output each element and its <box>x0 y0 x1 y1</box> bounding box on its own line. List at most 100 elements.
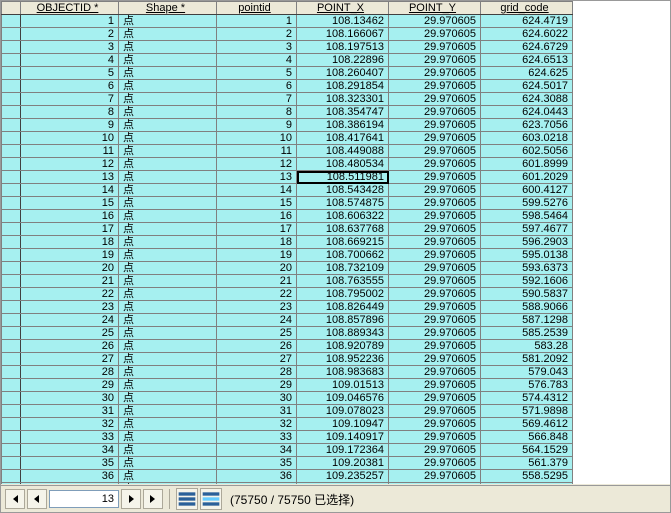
row-selector-cell[interactable] <box>2 145 21 158</box>
row-selector-cell[interactable] <box>2 327 21 340</box>
cell-pointid[interactable]: 1 <box>217 15 297 28</box>
cell-grid_code[interactable]: 588.9066 <box>481 301 573 314</box>
cell-grid_code[interactable]: 601.8999 <box>481 158 573 171</box>
cell-point_y[interactable]: 29.970605 <box>389 158 481 171</box>
cell-shape[interactable]: 点 <box>119 288 217 301</box>
cell-grid_code[interactable]: 624.5017 <box>481 80 573 93</box>
cell-shape[interactable]: 点 <box>119 67 217 80</box>
cell-grid_code[interactable]: 590.5837 <box>481 288 573 301</box>
table-row[interactable]: 29点29109.0151329.970605576.783 <box>2 379 573 392</box>
row-selector-cell[interactable] <box>2 93 21 106</box>
cell-grid_code[interactable]: 624.625 <box>481 67 573 80</box>
cell-grid_code[interactable]: 595.0138 <box>481 249 573 262</box>
cell-point_x[interactable]: 108.166067 <box>297 28 389 41</box>
cell-shape[interactable]: 点 <box>119 54 217 67</box>
cell-grid_code[interactable]: 597.4677 <box>481 223 573 236</box>
cell-pointid[interactable]: 12 <box>217 158 297 171</box>
cell-pointid[interactable]: 6 <box>217 80 297 93</box>
cell-shape[interactable]: 点 <box>119 184 217 197</box>
cell-shape[interactable]: 点 <box>119 444 217 457</box>
cell-objectid[interactable]: 13 <box>21 171 119 184</box>
cell-shape[interactable]: 点 <box>119 236 217 249</box>
cell-point_y[interactable]: 29.970605 <box>389 197 481 210</box>
cell-grid_code[interactable]: 624.6022 <box>481 28 573 41</box>
row-selector-cell[interactable] <box>2 132 21 145</box>
nav-prev-button[interactable] <box>27 489 47 509</box>
cell-pointid[interactable]: 8 <box>217 106 297 119</box>
cell-objectid[interactable]: 16 <box>21 210 119 223</box>
cell-pointid[interactable]: 34 <box>217 444 297 457</box>
table-row[interactable]: 6点6108.29185429.970605624.5017 <box>2 80 573 93</box>
cell-objectid[interactable]: 34 <box>21 444 119 457</box>
cell-objectid[interactable]: 18 <box>21 236 119 249</box>
table-row[interactable]: 17点17108.63776829.970605597.4677 <box>2 223 573 236</box>
cell-shape[interactable]: 点 <box>119 80 217 93</box>
cell-objectid[interactable]: 33 <box>21 431 119 444</box>
cell-objectid[interactable]: 4 <box>21 54 119 67</box>
cell-objectid[interactable]: 6 <box>21 80 119 93</box>
cell-point_x[interactable]: 108.22896 <box>297 54 389 67</box>
row-selector-cell[interactable] <box>2 223 21 236</box>
cell-pointid[interactable]: 35 <box>217 457 297 470</box>
cell-pointid[interactable]: 4 <box>217 54 297 67</box>
cell-point_y[interactable]: 29.970605 <box>389 41 481 54</box>
cell-objectid[interactable]: 2 <box>21 28 119 41</box>
cell-point_y[interactable]: 29.970605 <box>389 28 481 41</box>
row-selector-cell[interactable] <box>2 392 21 405</box>
table-row[interactable]: 7点7108.32330129.970605624.3088 <box>2 93 573 106</box>
cell-point_x[interactable]: 109.01513 <box>297 379 389 392</box>
row-selector-cell[interactable] <box>2 54 21 67</box>
cell-shape[interactable]: 点 <box>119 418 217 431</box>
cell-grid_code[interactable]: 593.6373 <box>481 262 573 275</box>
cell-shape[interactable]: 点 <box>119 392 217 405</box>
cell-objectid[interactable]: 28 <box>21 366 119 379</box>
cell-point_x[interactable]: 109.266704 <box>297 483 389 485</box>
cell-objectid[interactable]: 10 <box>21 132 119 145</box>
table-row[interactable]: 8点8108.35474729.970605624.0443 <box>2 106 573 119</box>
table-row[interactable]: 31点31109.07802329.970605571.9898 <box>2 405 573 418</box>
cell-point_x[interactable]: 108.763555 <box>297 275 389 288</box>
cell-point_x[interactable]: 109.046576 <box>297 392 389 405</box>
cell-pointid[interactable]: 16 <box>217 210 297 223</box>
cell-pointid[interactable]: 15 <box>217 197 297 210</box>
table-row[interactable]: 11点11108.44908829.970605602.5056 <box>2 145 573 158</box>
table-row[interactable]: 23点23108.82644929.970605588.9066 <box>2 301 573 314</box>
cell-grid_code[interactable]: 561.379 <box>481 457 573 470</box>
cell-objectid[interactable]: 27 <box>21 353 119 366</box>
cell-point_x[interactable]: 108.889343 <box>297 327 389 340</box>
column-header[interactable]: grid_code <box>481 2 573 15</box>
table-row[interactable]: 2点2108.16606729.970605624.6022 <box>2 28 573 41</box>
row-selector-cell[interactable] <box>2 340 21 353</box>
table-row[interactable]: 35点35109.2038129.970605561.379 <box>2 457 573 470</box>
cell-objectid[interactable]: 7 <box>21 93 119 106</box>
cell-point_x[interactable]: 108.197513 <box>297 41 389 54</box>
cell-point_y[interactable]: 29.970605 <box>389 15 481 28</box>
cell-pointid[interactable]: 11 <box>217 145 297 158</box>
cell-objectid[interactable]: 14 <box>21 184 119 197</box>
cell-objectid[interactable]: 37 <box>21 483 119 485</box>
cell-point_y[interactable]: 29.970605 <box>389 249 481 262</box>
table-row[interactable]: 33点33109.14091729.970605566.848 <box>2 431 573 444</box>
cell-shape[interactable]: 点 <box>119 158 217 171</box>
cell-pointid[interactable]: 18 <box>217 236 297 249</box>
cell-point_x[interactable]: 108.323301 <box>297 93 389 106</box>
cell-point_x[interactable]: 108.480534 <box>297 158 389 171</box>
table-row[interactable]: 37点37109.26670429.970605555.6076 <box>2 483 573 485</box>
cell-grid_code[interactable]: 598.5464 <box>481 210 573 223</box>
cell-point_x[interactable]: 108.637768 <box>297 223 389 236</box>
cell-pointid[interactable]: 28 <box>217 366 297 379</box>
table-row[interactable]: 34点34109.17236429.970605564.1529 <box>2 444 573 457</box>
cell-grid_code[interactable]: 574.4312 <box>481 392 573 405</box>
cell-objectid[interactable]: 21 <box>21 275 119 288</box>
cell-pointid[interactable]: 2 <box>217 28 297 41</box>
cell-pointid[interactable]: 26 <box>217 340 297 353</box>
row-selector-cell[interactable] <box>2 184 21 197</box>
cell-point_y[interactable]: 29.970605 <box>389 262 481 275</box>
row-selector-cell[interactable] <box>2 210 21 223</box>
cell-objectid[interactable]: 32 <box>21 418 119 431</box>
row-selector-cell[interactable] <box>2 418 21 431</box>
cell-grid_code[interactable]: 624.6513 <box>481 54 573 67</box>
table-row[interactable]: 14点14108.54342829.970605600.4127 <box>2 184 573 197</box>
table-row[interactable]: 25点25108.88934329.970605585.2539 <box>2 327 573 340</box>
cell-pointid[interactable]: 36 <box>217 470 297 483</box>
